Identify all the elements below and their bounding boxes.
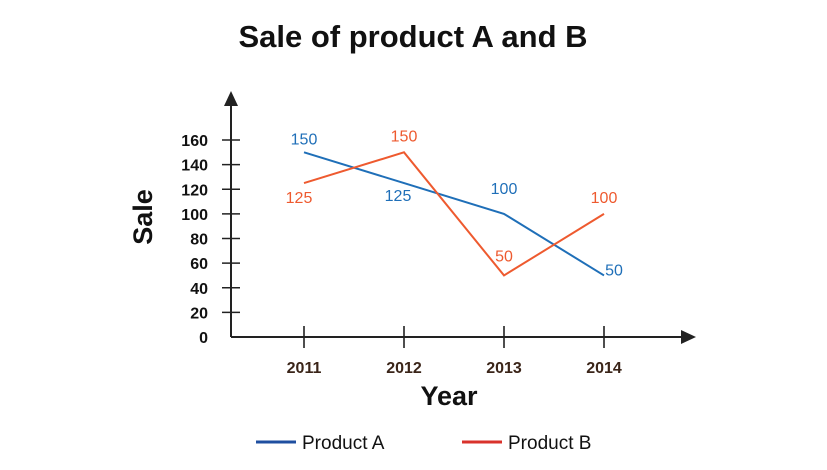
legend-label: Product B (508, 433, 591, 454)
y-tick-label: 40 (190, 281, 208, 298)
data-label: 50 (495, 248, 513, 265)
x-tick-label: 2011 (287, 360, 322, 377)
series-line-product-b (303, 151, 605, 277)
legend-label: Product A (302, 433, 385, 454)
data-label: 125 (385, 188, 412, 205)
legend: Product A Product B (256, 433, 591, 454)
y-axis-arrow (224, 91, 238, 106)
y-tick-label: 20 (190, 305, 208, 322)
x-ticks: 2011 2012 2013 2014 (287, 326, 622, 377)
data-label: 150 (291, 131, 318, 148)
y-tick-label: 140 (181, 158, 208, 175)
data-labels: 150 125 100 50 125 150 50 100 (286, 128, 623, 279)
x-tick-label: 2013 (486, 360, 522, 377)
data-label: 125 (286, 190, 313, 207)
y-tick-label: 100 (181, 207, 208, 224)
series-lines (303, 151, 605, 277)
y-tick-label: 80 (190, 232, 208, 249)
y-axis-label: Sale (128, 189, 158, 245)
chart-title: Sale of product A and B (238, 19, 587, 54)
data-label: 150 (391, 128, 418, 145)
data-label: 100 (591, 190, 618, 207)
axes (224, 91, 696, 344)
y-tick-label: 0 (199, 330, 208, 347)
x-axis-arrow (681, 330, 696, 344)
x-tick-label: 2012 (386, 360, 422, 377)
x-axis-label: Year (420, 381, 478, 411)
y-tick-label: 160 (181, 133, 208, 150)
x-tick-label: 2014 (586, 360, 622, 377)
data-label: 100 (491, 181, 518, 198)
y-tick-label: 60 (190, 256, 208, 273)
y-ticks: 0 20 40 60 80 100 120 140 160 (181, 133, 240, 347)
y-tick-label: 120 (181, 182, 208, 199)
data-label: 50 (605, 262, 623, 279)
